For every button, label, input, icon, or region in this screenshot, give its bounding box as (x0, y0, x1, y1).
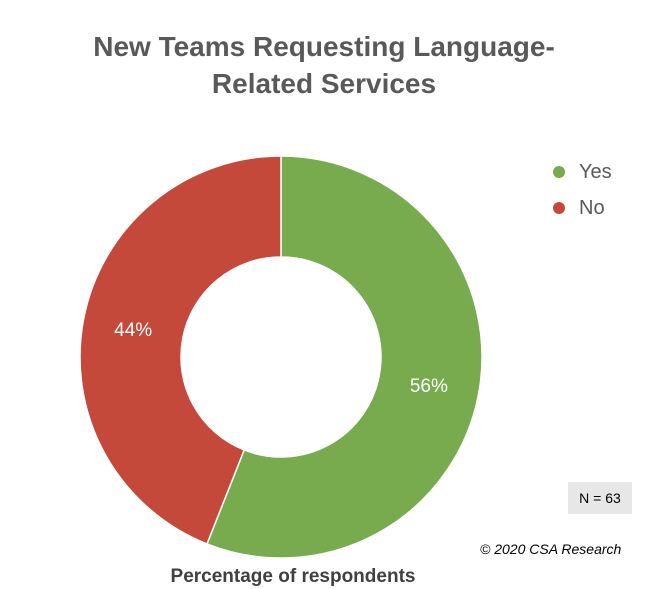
legend-marker-no (553, 202, 565, 214)
slice-label-yes: 56% (410, 376, 448, 397)
slice-yes (206, 155, 483, 559)
slice-label-no: 44% (114, 320, 152, 341)
chart-legend: Yes No (553, 154, 612, 226)
sample-size-badge: N = 63 (568, 482, 632, 514)
chart-title-line-2: Related Services (211, 68, 437, 99)
chart-title: New Teams Requesting Language- Related S… (0, 28, 648, 102)
legend-marker-yes (553, 166, 565, 178)
donut-slice-labels: 56% 44% (114, 320, 448, 397)
chart-title-line-1: New Teams Requesting Language- (93, 31, 555, 62)
slice-no (79, 155, 282, 545)
legend-item-yes: Yes (553, 154, 612, 190)
legend-item-no: No (553, 190, 612, 226)
x-axis-label: Percentage of respondents (170, 566, 416, 587)
copyright-note: © 2020 CSA Research (480, 541, 622, 557)
donut-slices (79, 155, 483, 559)
legend-label-yes: Yes (579, 160, 612, 183)
legend-label-no: No (579, 196, 605, 219)
